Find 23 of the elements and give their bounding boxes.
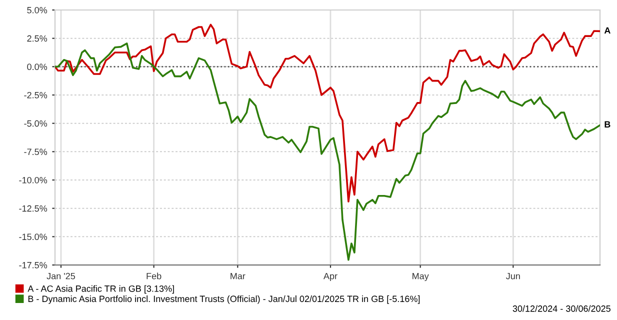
x-tick-label: Jan '25 [46,272,76,280]
y-tick-label: -7.5% [24,148,48,156]
x-tick-label: Apr [323,272,338,282]
legend-label: B - Dynamic Asia Portfolio incl. Investment Trusts (Official) - Jan/Jul 02/01/2025 TR in GB [-5.16%] [28,295,420,304]
y-tick-label: -2.5% [24,92,48,98]
y-tick-label: -12.5% [19,205,48,212]
y-tick-label: 2.5% [27,35,48,42]
annotation: B [604,121,610,128]
text: 30/12/2024 - 30/06/2025 [512,305,610,312]
y-tick-label: -17.5% [19,262,48,268]
y-tick-label: -15.0% [19,234,48,240]
line-series [55,24,600,202]
x-tick-label: May [412,272,429,282]
y-tick-label: -5.0% [24,120,48,127]
line-series [55,42,600,261]
y-tick-label: 5.0% [27,6,48,14]
x-tick-label: Mar [230,272,246,280]
x-tick-label: Jun [506,272,520,280]
annotation: A [604,27,610,34]
y-tick-label: -10.0% [19,176,48,184]
legend-label: A - AC Asia Pacific TR in GB [3.13%] [28,285,174,294]
y-tick-label: 0.0% [27,64,48,70]
x-tick-label: Feb [146,272,162,280]
